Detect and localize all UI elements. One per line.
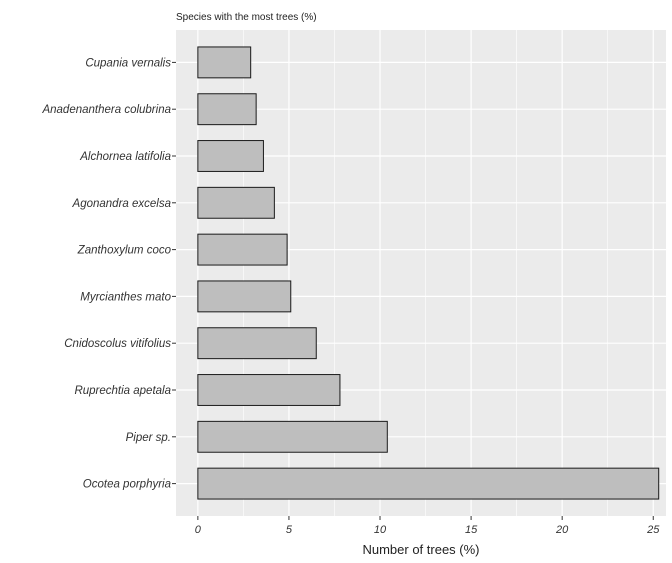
chart-title: Species with the most trees (%) (176, 12, 317, 23)
x-axis-title: Number of trees (%) (362, 542, 479, 557)
x-tick-label: 20 (555, 524, 569, 536)
y-tick-label: Agonandra excelsa (72, 198, 171, 210)
bar-cnidoscolus-vitifolius (197, 327, 317, 360)
bar-piper-sp (197, 420, 388, 453)
x-tick-label: 10 (374, 524, 387, 536)
y-tick-label: Myrcianthes mato (80, 291, 171, 303)
bar-zanthoxylum-coco (197, 233, 288, 266)
y-tick-label: Anadenanthera colubrina (41, 104, 171, 116)
y-tick-label: Zanthoxylum coco (77, 245, 172, 257)
x-tick-label: 0 (195, 524, 202, 536)
grid-lines (176, 30, 666, 516)
bar-alchornea-latifolia (197, 140, 264, 172)
x-axis: 0 5 10 15 20 25 (195, 516, 660, 536)
y-tick-label: Piper sp. (126, 432, 171, 444)
bar-cupania-vernalis (197, 46, 252, 79)
bar-anadenanthera-colubrina (197, 93, 257, 126)
bar-agonandra-excelsa (197, 186, 275, 219)
bars (197, 46, 660, 500)
y-tick-label: Alchornea latifolia (79, 151, 171, 163)
y-tick-label: Cupania vernalis (85, 57, 171, 69)
y-tick-label: Cnidoscolus vitifolius (64, 338, 171, 350)
y-tick-label: Ruprechtia apetala (74, 385, 171, 397)
bar-ocotea-porphyria (197, 467, 660, 500)
bar-ruprechtia-apetala (197, 374, 341, 406)
y-axis: Cupania vernalis Anadenanthera colubrina A… (41, 57, 176, 491)
x-tick-label: 25 (646, 524, 660, 536)
x-tick-label: 5 (286, 524, 293, 536)
y-tick-label: Ocotea porphyria (83, 479, 171, 491)
x-tick-label: 15 (465, 524, 478, 536)
bar-myrcianthes-mato (197, 280, 292, 313)
